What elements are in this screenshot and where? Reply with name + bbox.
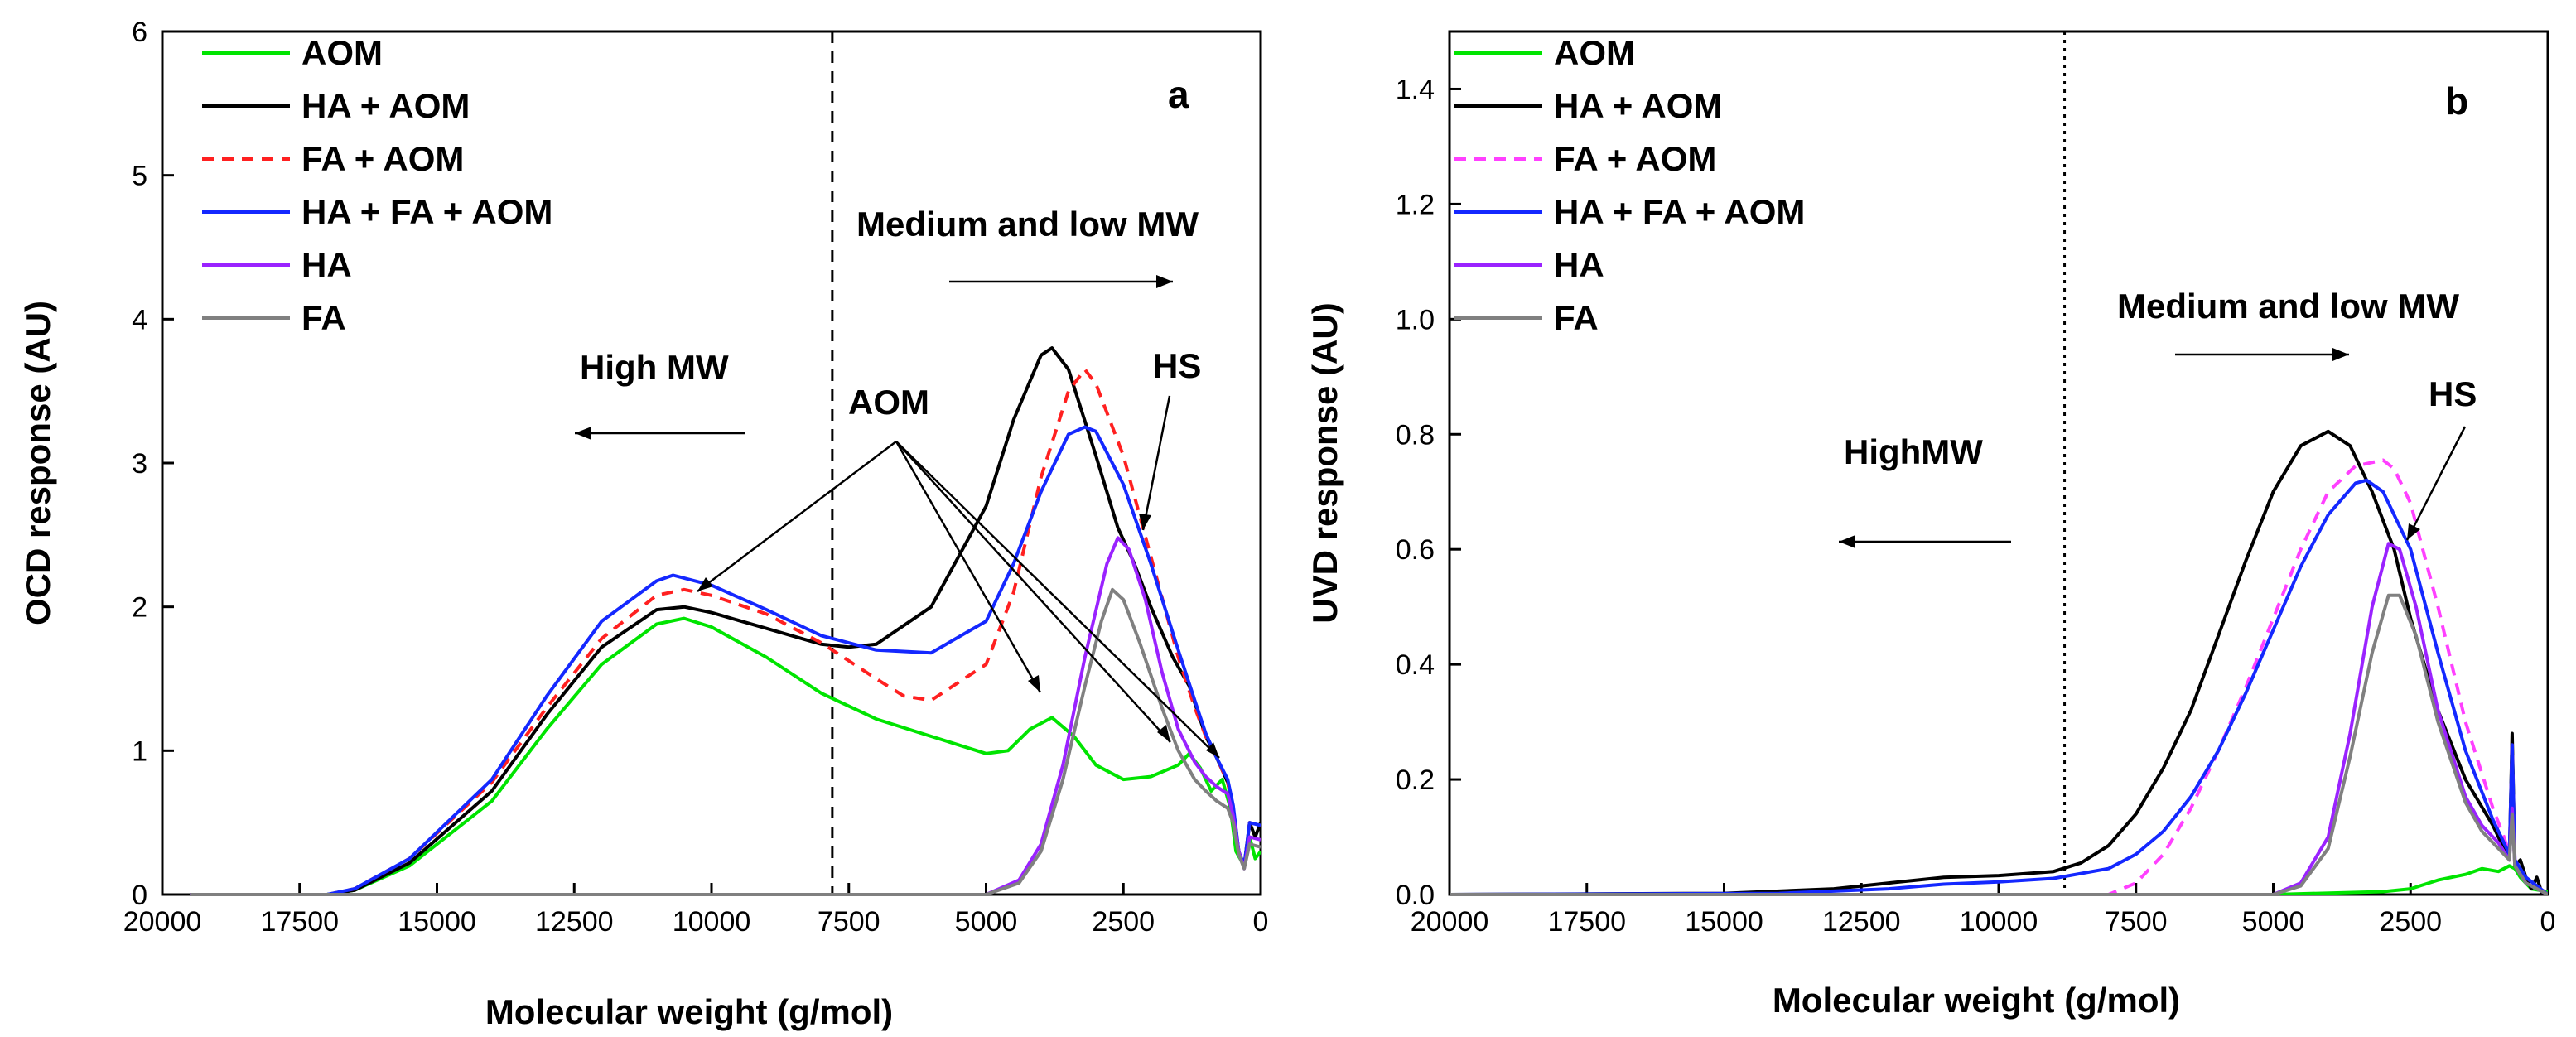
hs-pointer (1141, 395, 1171, 531)
y-tick-label: 0.0 (1396, 880, 1435, 911)
x-tick-label: 17500 (1547, 906, 1626, 938)
x-tick-label: 15000 (398, 906, 476, 938)
annotation-arrowheads (575, 275, 1219, 758)
legend-label: AOM (301, 33, 383, 72)
legend-label: FA + AOM (301, 139, 464, 178)
y-tick-label: 3 (132, 448, 147, 480)
chart-panel-b: 20000 17500 15000 12500 10000 7500 5000 2500 0 0.… (1305, 30, 2556, 1020)
series-line-ha-fa-aom (1450, 478, 2548, 895)
x-tick-label: 10000 (673, 906, 751, 938)
y-tick-label: 0.6 (1396, 534, 1435, 566)
aom-pointer-1 (697, 441, 897, 592)
y-tick-label: 0.8 (1396, 419, 1435, 451)
arrowhead (1206, 742, 1219, 758)
annotation-high-mw: High MW (580, 348, 729, 387)
legend-label: HA (301, 245, 352, 284)
y-tick-label: 4 (132, 304, 147, 335)
x-tick-label: 7500 (818, 906, 880, 938)
x-tick-label: 17500 (260, 906, 339, 938)
series-line-aom (190, 616, 1261, 895)
annotation-arrowheads (1839, 348, 2420, 548)
legend-label: AOM (1554, 33, 1635, 72)
panel-label: b (2445, 80, 2468, 123)
y-axis-title: UVD response (AU) (1305, 302, 1344, 623)
y-tick-label: 1.2 (1396, 189, 1435, 220)
annotation-hs: HS (1153, 346, 1201, 385)
legend-label: HA + AOM (301, 86, 470, 125)
legend-label: HA (1554, 245, 1604, 284)
legend-label: FA (301, 298, 346, 337)
annotation-arrows (1839, 353, 2467, 543)
series-line-ha (1450, 542, 2548, 895)
legend-label: FA + AOM (1554, 139, 1716, 178)
arrowhead (1139, 514, 1151, 530)
x-tick-label: 2500 (1092, 906, 1155, 938)
annotation-hs: HS (2429, 374, 2477, 413)
y-tick-label: 5 (132, 161, 147, 192)
legend: AOM HA + AOM FA + AOM HA + FA + AOM HA FA (202, 33, 552, 337)
arrowhead (1028, 675, 1040, 692)
annotation-arrows (575, 280, 1220, 759)
x-tick-label: 10000 (1960, 906, 2038, 938)
arrowhead (2407, 523, 2420, 540)
arrowhead (1157, 725, 1170, 742)
x-tick-label: 20000 (1411, 906, 1489, 938)
x-tick-label: 0 (1253, 906, 1269, 938)
aom-pointer-4 (895, 441, 1220, 759)
y-axis-title: OCD response (AU) (18, 301, 57, 625)
series-line-fa-aom (190, 368, 1261, 895)
annotation-high-mw: HighMW (1844, 432, 1983, 471)
x-tick-label: 5000 (2242, 906, 2305, 938)
x-tick-label: 2500 (2379, 906, 2442, 938)
y-tick-label: 0.2 (1396, 764, 1435, 796)
x-tick-label: 20000 (123, 906, 202, 938)
annotation-medium-low-mw: Medium and low MW (2117, 287, 2459, 326)
legend-label: FA (1554, 298, 1599, 337)
x-tick-label: 12500 (535, 906, 614, 938)
legend-label: HA + AOM (1554, 86, 1722, 125)
arrowhead (575, 427, 591, 440)
y-tick-label: 2 (132, 592, 147, 624)
x-axis-title: Molecular weight (g/mol) (1773, 981, 2180, 1020)
y-tick-label: 1 (132, 736, 147, 767)
x-tick-label: 7500 (2105, 906, 2168, 938)
x-tick-label: 15000 (1685, 906, 1763, 938)
series-line-fa (1450, 593, 2548, 895)
aom-pointer-3 (895, 441, 1171, 743)
x-tick-label: 5000 (955, 906, 1018, 938)
chart-panel-a: 20000 17500 15000 12500 10000 7500 5000 2500 0 0 1… (18, 17, 1268, 1031)
y-tick-label: 0.4 (1396, 649, 1435, 681)
aom-pointer-2 (895, 441, 1042, 693)
series-line-fa-aom (1450, 458, 2548, 895)
arrowhead (2332, 348, 2349, 361)
panel-label: a (1168, 73, 1189, 116)
legend: AOM HA + AOM FA + AOM HA + FA + AOM HA FA (1454, 33, 1805, 337)
series-line-ha-fa-aom (190, 425, 1261, 895)
y-tick-label: 0 (132, 880, 147, 911)
y-tick-label: 1.4 (1396, 74, 1435, 105)
y-tick-label: 6 (132, 17, 147, 48)
x-tick-label: 0 (2540, 906, 2556, 938)
legend-label: HA + FA + AOM (301, 192, 552, 231)
y-tick-label: 1.0 (1396, 304, 1435, 335)
legend-label: HA + FA + AOM (1554, 192, 1805, 231)
annotation-medium-low-mw: Medium and low MW (856, 205, 1199, 244)
x-axis-title: Molecular weight (g/mol) (485, 992, 893, 1031)
annotation-aom: AOM (848, 383, 929, 422)
x-tick-label: 12500 (1822, 906, 1901, 938)
arrowhead (1839, 535, 1855, 548)
series-line-ha-aom (1450, 429, 2548, 895)
arrowhead (697, 577, 713, 591)
arrowhead (1156, 275, 1173, 288)
hs-pointer (2405, 426, 2467, 541)
series-line-fa (190, 587, 1261, 895)
